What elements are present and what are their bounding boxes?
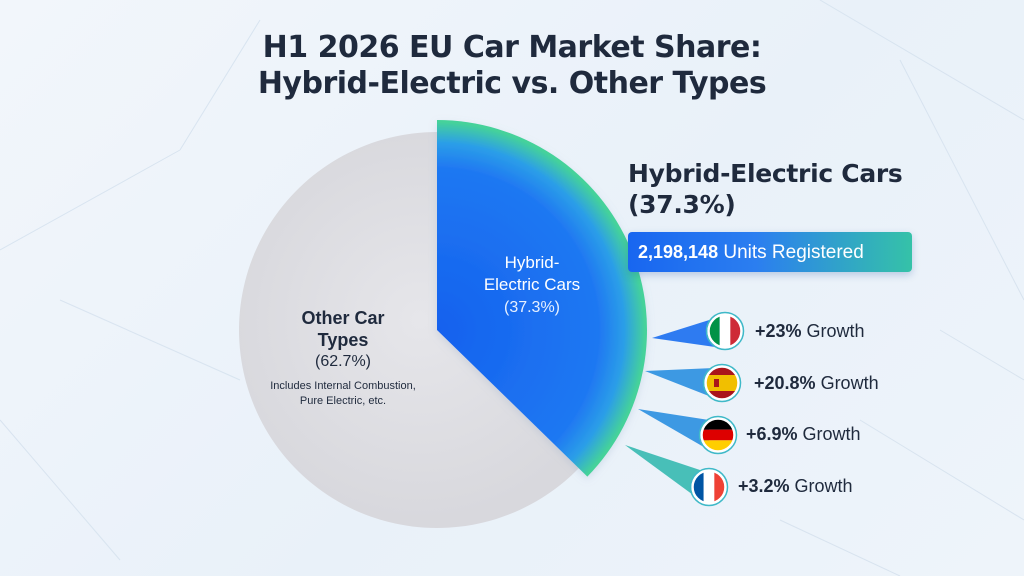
other-label-note-line-1: Includes Internal Combustion, — [270, 380, 416, 392]
growth-spain: +20.8% Growth — [754, 372, 879, 394]
france-flag-icon — [689, 467, 729, 507]
hybrid-slice-label: Hybrid- Electric Cars (37.3%) — [484, 253, 580, 316]
growth-italy: +23% Growth — [755, 320, 865, 342]
pie-slice-other-car-types — [239, 132, 579, 528]
italy-flag-icon — [705, 311, 745, 351]
callout-connector-germany — [638, 409, 709, 450]
growth-spain-value: +20.8% — [754, 373, 816, 393]
hybrid-callout-title: Hybrid-Electric Cars (37.3%) — [628, 158, 968, 220]
spain-flag-icon — [702, 363, 742, 403]
other-label-line-1: Other Car — [301, 308, 384, 328]
chart-title: H1 2026 EU Car Market Share: Hybrid-Elec… — [0, 30, 1024, 102]
units-registered-label: Units Registered — [718, 242, 864, 263]
growth-france: +3.2% Growth — [738, 475, 853, 497]
growth-france-value: +3.2% — [738, 476, 790, 496]
growth-spain-label: Growth — [815, 373, 879, 393]
growth-germany: +6.9% Growth — [746, 423, 861, 445]
germany-flag-icon — [698, 415, 738, 455]
hybrid-callout-title-line-2: (37.3%) — [628, 190, 736, 219]
other-label-line-2: Types — [318, 330, 369, 350]
callout-connector-spain — [645, 368, 714, 398]
growth-france-label: Growth — [789, 476, 853, 496]
country-flags — [689, 311, 745, 507]
other-label-value: (62.7%) — [315, 353, 371, 370]
chart-title-line-2: Hybrid-Electric vs. Other Types — [257, 66, 767, 101]
callout-connector-france — [625, 445, 700, 500]
units-registered-value: 2,198,148 — [638, 242, 719, 262]
units-registered-badge: 2,198,148 Units Registered — [628, 232, 912, 272]
growth-germany-label: Growth — [797, 424, 861, 444]
hybrid-callout-title-line-1: Hybrid-Electric Cars — [628, 159, 903, 188]
other-slice-label: Other Car Types (62.7%) Includes Interna… — [270, 308, 416, 407]
other-label-note-line-2: Pure Electric, etc. — [300, 395, 386, 407]
callout-connector-italy — [652, 316, 722, 348]
growth-italy-value: +23% — [755, 321, 802, 341]
hybrid-label-value: (37.3%) — [504, 299, 560, 316]
hybrid-label-line-2: Electric Cars — [484, 275, 580, 294]
pie-slice-hybrid-electric — [437, 120, 647, 477]
growth-germany-value: +6.9% — [746, 424, 798, 444]
hybrid-label-line-1: Hybrid- — [505, 253, 560, 272]
chart-title-line-1: H1 2026 EU Car Market Share: — [262, 30, 762, 65]
callout-connectors — [625, 316, 722, 500]
growth-italy-label: Growth — [801, 321, 865, 341]
